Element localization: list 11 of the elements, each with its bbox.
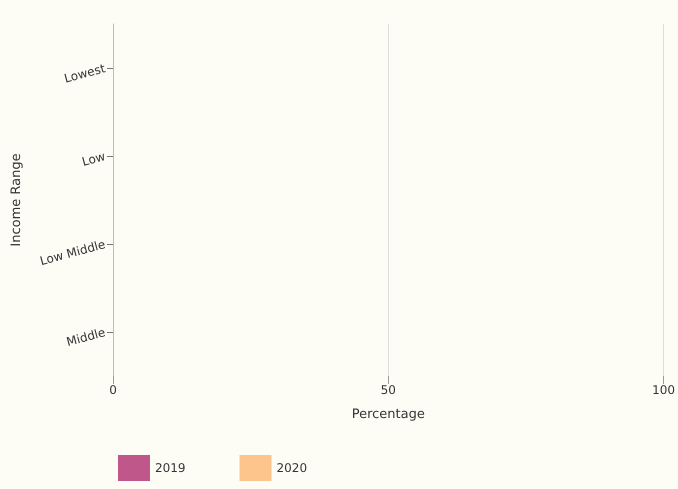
x-tick-label: 0 <box>109 383 117 397</box>
y-tick-label: Lowest <box>62 61 108 86</box>
y-tick-label: Low Middle <box>38 237 107 268</box>
x-axis-title: Percentage <box>352 407 425 422</box>
y-tick-label: Low <box>80 149 107 169</box>
legend-label: 2020 <box>276 461 308 475</box>
x-tick-label: 100 <box>652 383 675 397</box>
y-axis-title: Income Range <box>9 153 24 247</box>
y-tick-label: Middle <box>64 325 107 350</box>
x-tick-label: 50 <box>380 383 396 397</box>
legend-label: 2019 <box>155 461 186 475</box>
